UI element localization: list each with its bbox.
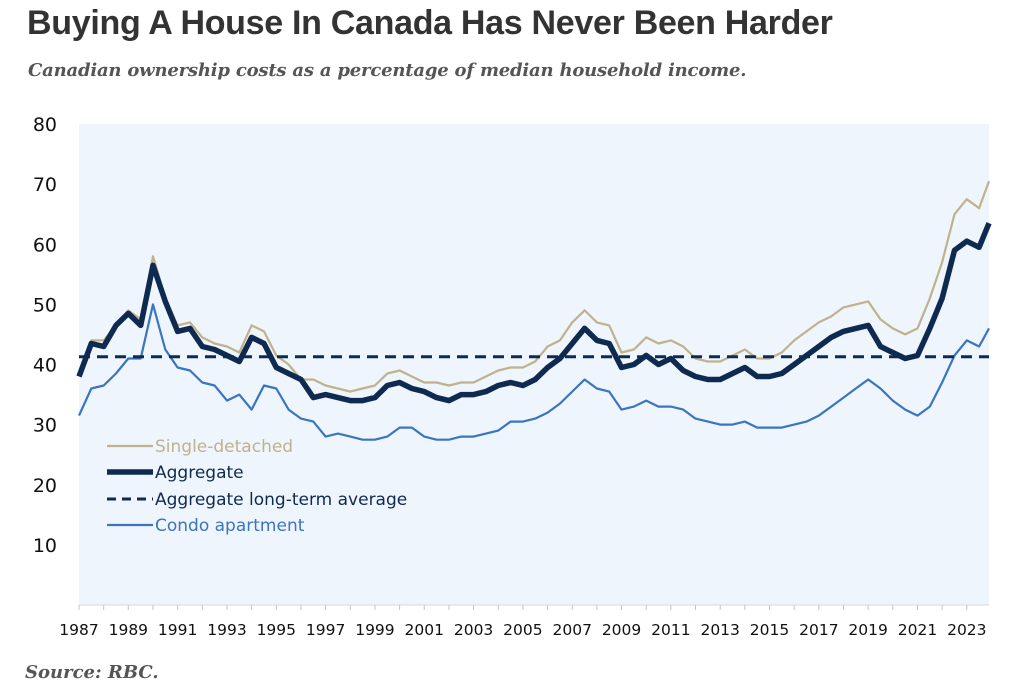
x-tick-label: 2017 — [799, 621, 838, 639]
x-tick-label: 1999 — [355, 621, 394, 639]
legend-label: Aggregate — [155, 463, 244, 483]
x-axis: 1987 1989 1991 1993 1995 1997 1999 2001 2003 2005… — [59, 604, 989, 639]
y-tick-label: 40 — [33, 355, 57, 377]
x-tick-label: 2007 — [552, 621, 591, 639]
source-note: Source: RBC. — [25, 662, 159, 683]
legend: Single-detached Aggregate Aggregate long-t… — [107, 437, 407, 536]
x-tick-label: 2015 — [750, 621, 789, 639]
y-tick-label: 20 — [33, 475, 57, 497]
series-lines — [76, 180, 992, 441]
x-tick-label: 2013 — [700, 621, 739, 639]
x-tick-label: 2003 — [454, 621, 493, 639]
legend-label: Condo apartment — [155, 516, 305, 536]
x-tick-label: 2005 — [503, 621, 542, 639]
x-tick-label: 1997 — [306, 621, 345, 639]
single-detached-line — [77, 180, 991, 393]
legend-aggregate-average: Aggregate long-term average — [107, 490, 407, 510]
x-tick-label: 1995 — [257, 621, 296, 639]
legend-aggregate: Aggregate — [107, 463, 244, 483]
y-tick-label: 50 — [33, 294, 57, 316]
chart-title: Buying A House In Canada Has Never Been … — [27, 4, 833, 42]
x-tick-label: 2023 — [947, 621, 986, 639]
x-tick-label: 2009 — [602, 621, 641, 639]
x-tick-label: 1989 — [109, 621, 148, 639]
plot-area — [79, 124, 989, 605]
y-tick-label: 80 — [33, 114, 57, 136]
x-tick-label: 2011 — [651, 621, 690, 639]
chart-subtitle: Canadian ownership costs as a percentage… — [28, 60, 747, 81]
y-tick-label: 30 — [33, 415, 57, 437]
legend-single-detached: Single-detached — [107, 437, 293, 457]
y-axis: 10 20 30 40 50 60 70 80 — [33, 114, 57, 557]
y-tick-label: 10 — [33, 535, 57, 557]
condo-apartment-line — [77, 303, 990, 441]
x-tick-label: 1993 — [207, 621, 246, 639]
y-tick-label: 60 — [33, 234, 57, 256]
aggregate-line — [76, 222, 992, 404]
x-tick-label: 1991 — [158, 621, 197, 639]
legend-label: Single-detached — [155, 437, 293, 457]
x-tick-label: 2019 — [848, 621, 887, 639]
legend-label: Aggregate long-term average — [155, 490, 407, 510]
x-tick-label: 1987 — [59, 621, 98, 639]
legend-condo-apartment: Condo apartment — [107, 516, 305, 536]
x-tick-label: 2001 — [405, 621, 444, 639]
y-tick-label: 70 — [33, 174, 57, 196]
x-tick-label: 2021 — [898, 621, 937, 639]
